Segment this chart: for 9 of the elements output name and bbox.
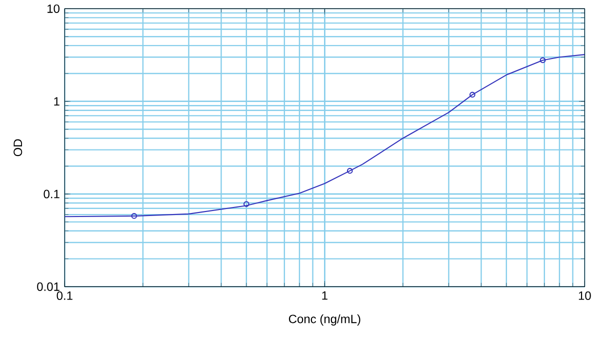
y-tick-label: 1 [54,97,60,106]
x-tick-label: 0.1 [56,292,72,300]
y-tick-label: 0.01 [37,282,60,292]
y-tick-label: 0.1 [44,190,60,198]
x-axis-title: Conc (ng/mL) [288,314,360,326]
y-tick-label: 10 [48,4,60,14]
y-axis-title: OD [14,139,22,156]
x-tick-label: 10 [578,292,591,300]
x-tick-label: 1 [322,292,328,300]
